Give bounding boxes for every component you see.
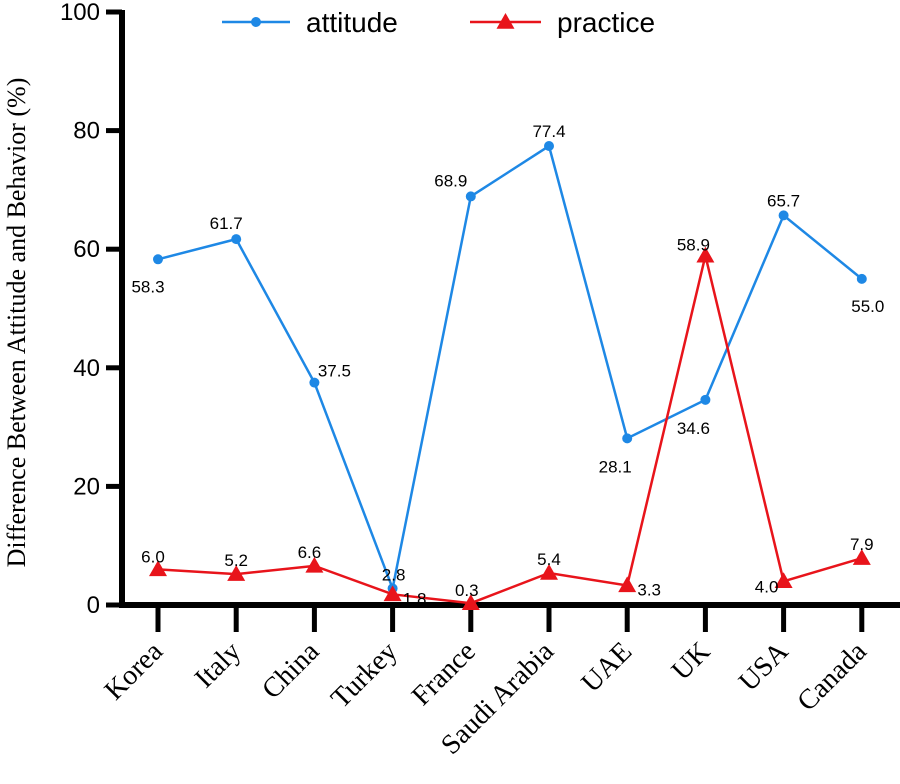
x-tick-label: UK [666,636,717,687]
attitude-point [309,377,320,388]
x-tick-label: Italy [189,636,247,694]
attitude-data-label: 28.1 [599,457,632,476]
legend-practice-marker [496,13,515,29]
x-tick-label: USA [733,635,795,697]
legend-practice-label: practice [557,7,655,38]
practice-point [461,594,480,610]
practice-point [227,565,246,581]
attitude-data-label: 65.7 [767,191,800,210]
x-tick-label: UAE [576,636,639,699]
series-layer [149,141,871,610]
practice-point [305,556,324,573]
attitude-point [465,191,476,202]
x-tick-label: China [256,636,326,706]
y-tick-label: 60 [73,236,100,263]
attitude-point [544,141,554,152]
practice-data-label: 3.3 [637,580,661,599]
attitude-line [157,144,863,593]
practice-point [540,563,558,580]
attitude-point [231,234,242,245]
y-axis-title-group: Difference Between Attitude and Behavior… [2,78,31,568]
attitude-point [778,210,789,221]
attitude-point [622,433,633,444]
x-tick-label: Canada [791,636,873,718]
practice-data-label: 1.8 [403,589,427,608]
practice-data-label: 4.0 [755,577,779,596]
attitude-data-label: 37.5 [318,362,351,381]
attitude-data-label: 2.8 [382,565,406,584]
y-tick-label: 100 [60,0,100,26]
attitude-point [856,273,867,284]
attitude-data-label: 34.6 [677,419,710,438]
practice-data-label: 6.0 [141,547,165,566]
x-tick-label: France [406,636,482,712]
practice-point [618,576,637,593]
practice-data-label: 58.9 [677,236,710,255]
practice-point [149,560,167,577]
attitude-data-label: 68.9 [434,171,467,190]
attitude-data-label: 55.0 [851,297,884,316]
practice-point [774,572,793,589]
y-tick-label: 20 [73,473,100,500]
practice-point [696,246,715,263]
legend-attitude-marker [251,17,261,27]
x-tick-label: Korea [99,636,170,707]
practice-data-label: 5.2 [224,551,248,570]
attitude-data-label: 58.3 [131,277,164,296]
attitude-point [700,394,711,405]
practice-data-label: 5.4 [537,550,561,569]
legend-attitude-label: attitude [306,7,398,38]
practice-data-label: 6.6 [298,543,322,562]
practice-line [157,255,863,605]
x-tick-label: Turkey [325,636,403,714]
practice-point [383,585,402,602]
legend: attitude practice [222,7,655,38]
y-tick-label: 40 [73,355,100,382]
practice-data-label: 7.9 [850,535,874,554]
y-axis-title: Difference Between Attitude and Behavior… [2,78,31,568]
attitude-point [153,254,163,265]
practice-point [852,549,871,565]
attitude-data-label: 77.4 [532,122,565,141]
data-labels-layer: 58.3 61.7 37.5 2.8 68.9 77.4 28.1 34.6 65.7 55.0 6… [131,122,884,608]
practice-data-label: 0.3 [455,581,479,600]
y-tick-label: 0 [87,592,100,619]
attitude-data-label: 61.7 [210,214,243,233]
y-tick-label: 80 [73,118,100,145]
